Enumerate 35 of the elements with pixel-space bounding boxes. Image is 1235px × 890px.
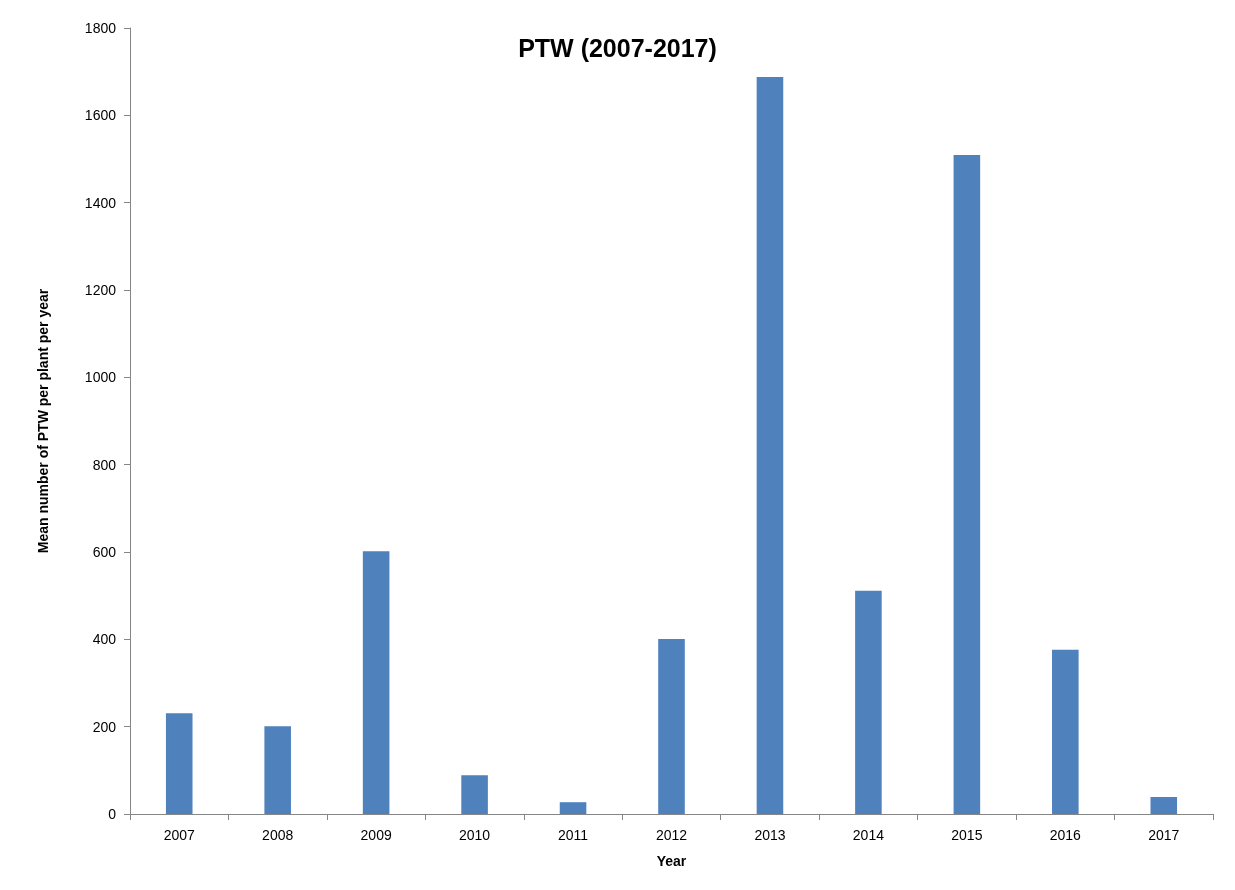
bar bbox=[1052, 649, 1079, 814]
bar bbox=[756, 76, 784, 814]
bar bbox=[1150, 796, 1178, 814]
bar bbox=[461, 775, 488, 814]
y-tick-label: 200 bbox=[92, 718, 117, 735]
bar bbox=[953, 155, 981, 814]
x-tick-label: 2017 bbox=[1148, 827, 1180, 843]
x-tick-label: 2010 bbox=[459, 827, 491, 843]
y-tick-label: 1400 bbox=[84, 194, 117, 211]
y-tick-label: 1200 bbox=[84, 282, 117, 298]
x-tick-label: 2016 bbox=[1049, 827, 1082, 843]
y-tick-label: 400 bbox=[92, 631, 117, 648]
y-tick-label: 800 bbox=[92, 456, 117, 473]
x-tick-label: 2014 bbox=[852, 827, 885, 843]
x-tick-label: 2007 bbox=[163, 827, 196, 843]
bar bbox=[165, 713, 193, 814]
y-tick-label: 1800 bbox=[84, 20, 117, 36]
bar bbox=[362, 551, 390, 814]
bar bbox=[264, 726, 291, 814]
y-tick-label: 1000 bbox=[84, 369, 117, 386]
x-tick-label: 2012 bbox=[655, 827, 688, 843]
bar bbox=[559, 802, 587, 814]
x-tick-label: 2011 bbox=[557, 827, 589, 843]
y-tick-label: 0 bbox=[108, 806, 117, 822]
x-tick-label: 2013 bbox=[754, 827, 786, 843]
chart-title: PTW (2007-2017) bbox=[518, 33, 717, 62]
bar bbox=[855, 590, 882, 814]
y-tick-label: 600 bbox=[92, 544, 117, 560]
x-tick-label: 2009 bbox=[360, 827, 392, 843]
x-tick-label: 2015 bbox=[951, 827, 983, 843]
x-axis-title: Year bbox=[656, 853, 687, 869]
y-axis-title: Mean number of PTW per plant per year bbox=[35, 288, 51, 554]
bar bbox=[658, 638, 685, 814]
x-tick-label: 2008 bbox=[262, 827, 294, 843]
y-tick-label: 1600 bbox=[84, 107, 117, 124]
